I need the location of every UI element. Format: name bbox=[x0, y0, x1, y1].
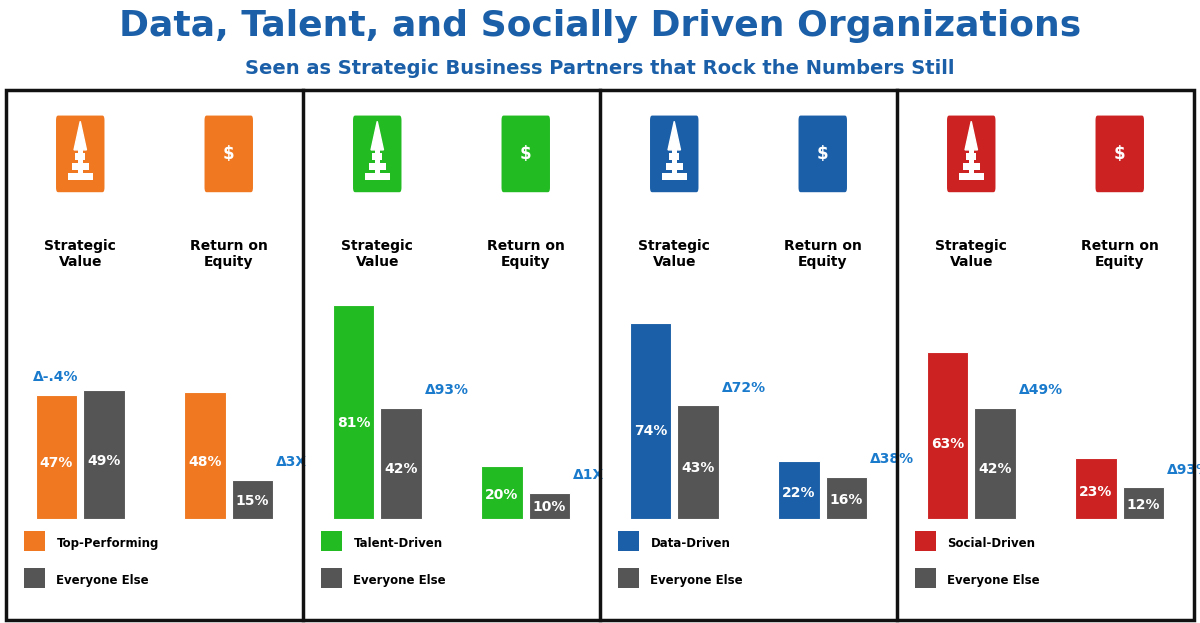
Bar bbox=[618, 568, 638, 588]
Bar bbox=[914, 531, 936, 551]
Text: Δ93%: Δ93% bbox=[425, 384, 469, 397]
Text: Seen as Strategic Business Partners that Rock the Numbers Still: Seen as Strategic Business Partners that… bbox=[245, 59, 955, 78]
Bar bbox=[232, 480, 274, 520]
Bar bbox=[1075, 459, 1117, 520]
Text: 15%: 15% bbox=[235, 495, 269, 508]
Text: Δ49%: Δ49% bbox=[1019, 384, 1063, 397]
Bar bbox=[78, 148, 83, 176]
Bar bbox=[670, 153, 679, 160]
Bar bbox=[618, 531, 638, 551]
Bar bbox=[68, 173, 92, 179]
Text: Return on
Equity: Return on Equity bbox=[487, 239, 565, 269]
Bar bbox=[926, 353, 968, 520]
Text: $: $ bbox=[520, 145, 532, 163]
Bar bbox=[666, 163, 683, 169]
FancyBboxPatch shape bbox=[203, 114, 254, 194]
Text: Δ38%: Δ38% bbox=[870, 452, 914, 466]
Bar bbox=[372, 153, 382, 160]
Text: 48%: 48% bbox=[188, 455, 222, 469]
Bar bbox=[826, 477, 868, 520]
Text: 81%: 81% bbox=[337, 416, 371, 430]
Text: Strategic
Value: Strategic Value bbox=[44, 239, 116, 269]
Text: Δ72%: Δ72% bbox=[721, 381, 766, 395]
Bar bbox=[974, 408, 1015, 520]
Text: 12%: 12% bbox=[1127, 498, 1160, 512]
Bar bbox=[24, 568, 44, 588]
FancyBboxPatch shape bbox=[352, 114, 403, 194]
Bar bbox=[185, 392, 226, 520]
Bar bbox=[662, 173, 686, 179]
Text: Everyone Else: Everyone Else bbox=[948, 574, 1040, 587]
Text: 43%: 43% bbox=[682, 461, 715, 475]
FancyBboxPatch shape bbox=[946, 114, 997, 194]
Bar bbox=[24, 531, 44, 551]
FancyBboxPatch shape bbox=[649, 114, 700, 194]
Text: Δ3X: Δ3X bbox=[276, 455, 307, 469]
Bar bbox=[481, 466, 523, 520]
Text: Data-Driven: Data-Driven bbox=[650, 537, 731, 550]
Bar bbox=[76, 153, 85, 160]
Bar bbox=[332, 305, 374, 520]
Bar bbox=[677, 406, 719, 520]
Text: 20%: 20% bbox=[485, 488, 518, 502]
Bar bbox=[320, 568, 342, 588]
Text: Δ93%: Δ93% bbox=[1168, 463, 1200, 477]
Bar bbox=[959, 173, 984, 179]
Bar bbox=[365, 173, 390, 179]
Text: Return on
Equity: Return on Equity bbox=[1081, 239, 1159, 269]
Bar bbox=[966, 153, 976, 160]
FancyBboxPatch shape bbox=[500, 114, 551, 194]
Bar bbox=[672, 148, 677, 176]
Bar bbox=[529, 493, 570, 520]
Text: $: $ bbox=[223, 145, 234, 163]
Bar bbox=[72, 163, 89, 169]
FancyBboxPatch shape bbox=[1094, 114, 1145, 194]
Text: Δ-.4%: Δ-.4% bbox=[32, 370, 78, 384]
Text: 10%: 10% bbox=[533, 500, 566, 515]
Polygon shape bbox=[668, 121, 680, 150]
Bar bbox=[320, 531, 342, 551]
Text: 49%: 49% bbox=[88, 454, 121, 468]
Bar bbox=[380, 408, 422, 520]
Text: Everyone Else: Everyone Else bbox=[56, 574, 149, 587]
Text: 63%: 63% bbox=[931, 437, 964, 451]
Text: Top-Performing: Top-Performing bbox=[56, 537, 158, 550]
Bar bbox=[630, 323, 671, 520]
Polygon shape bbox=[74, 121, 86, 150]
Bar bbox=[374, 148, 380, 176]
Text: $: $ bbox=[817, 145, 828, 163]
FancyBboxPatch shape bbox=[797, 114, 848, 194]
Text: Talent-Driven: Talent-Driven bbox=[354, 537, 443, 550]
Bar bbox=[962, 163, 979, 169]
Bar bbox=[914, 568, 936, 588]
Text: Data, Talent, and Socially Driven Organizations: Data, Talent, and Socially Driven Organi… bbox=[119, 9, 1081, 44]
Text: 74%: 74% bbox=[634, 424, 667, 438]
Text: 22%: 22% bbox=[782, 486, 816, 500]
Text: Strategic
Value: Strategic Value bbox=[638, 239, 710, 269]
Text: 23%: 23% bbox=[1079, 485, 1112, 499]
Text: $: $ bbox=[1114, 145, 1126, 163]
Text: Δ1X: Δ1X bbox=[574, 468, 605, 482]
Text: Return on
Equity: Return on Equity bbox=[190, 239, 268, 269]
Text: 16%: 16% bbox=[830, 493, 863, 507]
Bar bbox=[368, 163, 385, 169]
Polygon shape bbox=[371, 121, 384, 150]
Bar bbox=[968, 148, 974, 176]
Text: Everyone Else: Everyone Else bbox=[650, 574, 743, 587]
Bar bbox=[36, 395, 77, 520]
FancyBboxPatch shape bbox=[55, 114, 106, 194]
Bar bbox=[83, 389, 125, 520]
Text: 42%: 42% bbox=[384, 462, 418, 476]
Text: 42%: 42% bbox=[978, 462, 1012, 476]
Text: Strategic
Value: Strategic Value bbox=[935, 239, 1007, 269]
Text: Return on
Equity: Return on Equity bbox=[784, 239, 862, 269]
Text: Everyone Else: Everyone Else bbox=[354, 574, 446, 587]
Polygon shape bbox=[965, 121, 978, 150]
Bar bbox=[779, 461, 820, 520]
Text: 47%: 47% bbox=[40, 456, 73, 470]
Text: Social-Driven: Social-Driven bbox=[948, 537, 1036, 550]
Bar bbox=[1123, 487, 1164, 520]
Text: Strategic
Value: Strategic Value bbox=[341, 239, 413, 269]
